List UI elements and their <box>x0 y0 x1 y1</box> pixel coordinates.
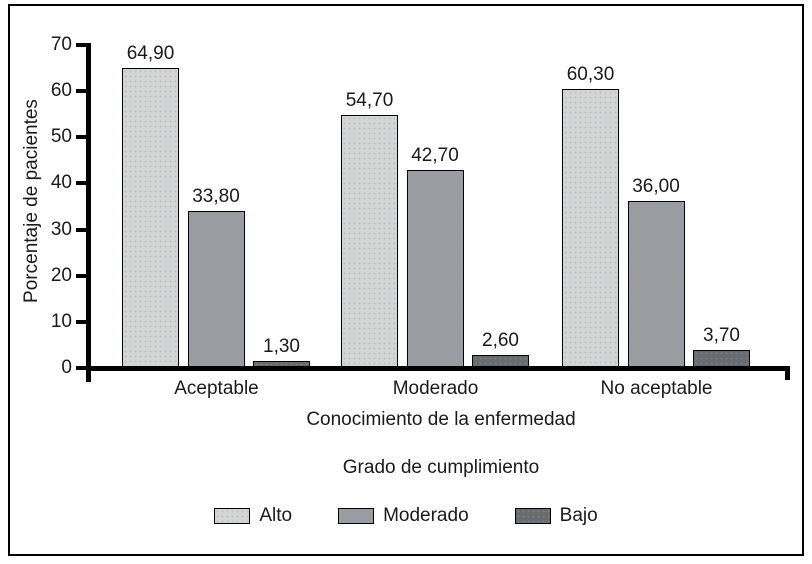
bar-alto-3 <box>562 88 619 367</box>
y-tick-label: 0 <box>61 357 72 378</box>
bar-value-label: 3,70 <box>703 324 740 346</box>
x-axis-end-tick <box>785 366 790 380</box>
bar-value-label: 36,00 <box>632 175 680 197</box>
y-tick-mark <box>76 366 87 370</box>
y-tick-label: 70 <box>50 34 72 55</box>
y-tick-mark <box>76 273 87 278</box>
bar-moderado-2 <box>406 169 464 367</box>
y-tick-mark <box>76 135 87 140</box>
y-tick-label: 10 <box>50 310 72 332</box>
x-axis-title: Conocimiento de la enfermedad <box>306 409 576 430</box>
bar-moderado-3 <box>627 200 685 367</box>
y-tick-label: 60 <box>50 80 72 102</box>
category-label-2: Moderado <box>392 378 479 399</box>
legend-item-alto: Alto <box>214 505 292 527</box>
bar-value-label: 1,30 <box>263 336 300 357</box>
legend-swatch-icon <box>338 508 375 524</box>
bar-value-label: 42,70 <box>411 144 459 166</box>
y-tick-label: 20 <box>50 264 72 286</box>
bar-alto-2 <box>341 114 398 367</box>
legend-item-bajo: Bajo <box>514 505 598 527</box>
legend-label: Moderado <box>383 505 469 526</box>
chart-border-frame <box>8 4 804 556</box>
y-tick-mark <box>76 319 87 324</box>
category-label-3: No aceptable <box>600 378 713 399</box>
bar-bajo-2 <box>472 355 529 367</box>
legend-swatch-icon <box>514 508 551 524</box>
x-axis-line <box>86 366 790 371</box>
legend: Alto Moderado Bajo <box>0 505 812 527</box>
bar-alto-1 <box>122 67 179 367</box>
legend-swatch-icon <box>214 508 251 524</box>
y-tick-mark <box>76 227 87 232</box>
bar-value-label: 60,30 <box>566 63 615 85</box>
y-tick-mark <box>76 181 87 186</box>
bar-value-label: 64,90 <box>126 42 175 64</box>
bar-bajo-1 <box>253 361 310 367</box>
legend-item-moderado: Moderado <box>338 505 469 527</box>
y-tick-label: 30 <box>50 218 72 240</box>
bar-moderado-1 <box>187 211 245 367</box>
category-label-1: Aceptable <box>174 378 259 399</box>
y-tick-mark <box>76 43 87 47</box>
y-tick-label: 50 <box>50 126 72 148</box>
legend-label: Alto <box>259 505 293 526</box>
legend-label: Bajo <box>559 505 598 526</box>
bar-value-label: 33,80 <box>192 186 240 208</box>
y-tick-label: 40 <box>50 172 72 194</box>
bar-bajo-3 <box>693 349 750 367</box>
y-tick-mark <box>76 89 87 94</box>
bar-value-label: 54,70 <box>345 89 394 111</box>
y-axis-line <box>86 43 91 382</box>
legend-title: Grado de cumplimiento <box>342 457 540 478</box>
bar-value-label: 2,60 <box>482 330 519 351</box>
